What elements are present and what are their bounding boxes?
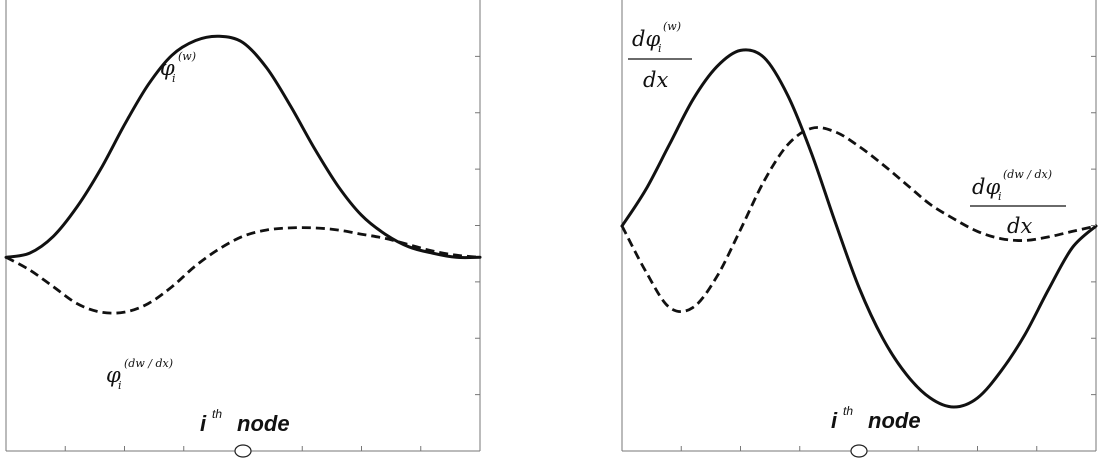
svg-text:th: th xyxy=(212,407,222,421)
right-ticks xyxy=(680,55,1096,451)
svg-text:i: i xyxy=(200,411,207,436)
left-dashed-series-line xyxy=(5,226,481,315)
svg-text:i: i xyxy=(658,42,662,55)
left-solid-series-line xyxy=(4,34,482,260)
left-series-group xyxy=(4,34,482,315)
svg-text:node: node xyxy=(868,408,921,433)
left-chart: φ i (w) φ i (dw / dx) i th node xyxy=(4,0,482,458)
left-ticks xyxy=(64,55,480,451)
svg-text:dφ: dφ xyxy=(632,27,660,51)
svg-text:(w): (w) xyxy=(663,20,681,33)
svg-text:(w): (w) xyxy=(178,50,196,63)
left-node-marker xyxy=(234,444,252,458)
right-series-group xyxy=(620,48,1098,409)
right-dashed-series-label: dφ i (dw / dx) dx xyxy=(970,168,1066,238)
svg-text:dφ: dφ xyxy=(972,175,1000,199)
left-axes-frame xyxy=(5,0,481,452)
left-node-label: i th node xyxy=(200,407,290,436)
right-solid-series-label: dφ i (w) dx xyxy=(628,20,692,92)
right-chart: dφ i (w) dx dφ i (dw / dx) dx i th node xyxy=(620,0,1098,458)
svg-text:(dw / dx): (dw / dx) xyxy=(124,357,173,370)
left-solid-series-label: φ i (w) xyxy=(160,50,196,85)
svg-text:i: i xyxy=(172,72,176,85)
right-solid-series-line xyxy=(620,48,1098,409)
svg-text:i: i xyxy=(118,379,122,392)
svg-text:th: th xyxy=(843,404,853,418)
svg-text:node: node xyxy=(237,411,290,436)
right-dashed-series-line xyxy=(620,126,1097,314)
right-node-label: i th node xyxy=(831,404,921,433)
svg-text:dx: dx xyxy=(643,68,668,92)
svg-text:(dw / dx): (dw / dx) xyxy=(1003,168,1052,181)
left-dashed-series-label: φ i (dw / dx) xyxy=(106,357,173,392)
svg-text:i: i xyxy=(831,408,838,433)
svg-text:dx: dx xyxy=(1007,214,1032,238)
right-node-marker xyxy=(850,444,868,458)
svg-text:φ: φ xyxy=(106,363,121,387)
svg-text:i: i xyxy=(998,190,1002,203)
svg-text:φ: φ xyxy=(160,56,175,80)
